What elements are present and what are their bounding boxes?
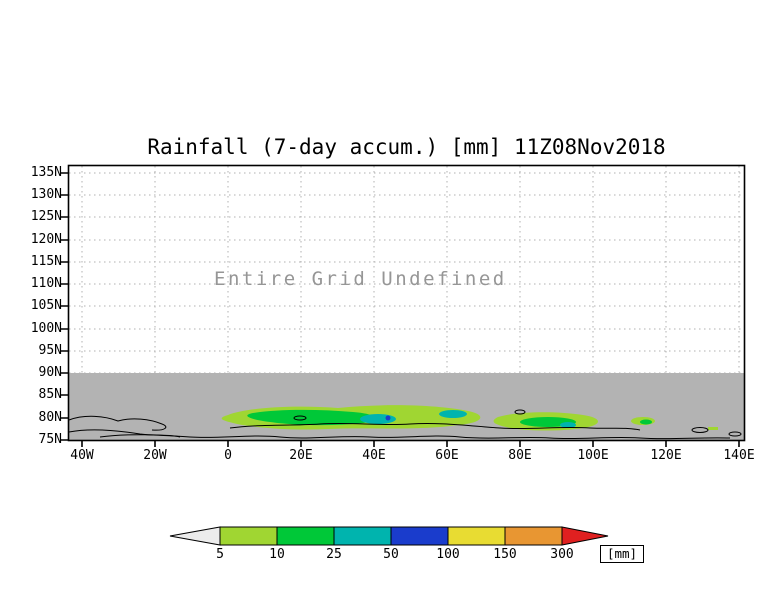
coastline-island [293, 415, 307, 421]
colorbar-level-label: 25 [326, 547, 342, 562]
coastline-island [728, 431, 742, 437]
undefined-grid-annotation: Entire Grid Undefined [214, 268, 507, 290]
x-tick-label: 0 [224, 448, 232, 463]
y-tick-label: 130N [30, 187, 62, 202]
y-tick-label: 85N [38, 387, 62, 402]
colorbar-unit-label: [mm] [600, 545, 644, 563]
x-tick-label: 20W [143, 448, 167, 463]
y-tick-label: 125N [30, 209, 62, 224]
colorbar-level-label: 5 [216, 547, 224, 562]
y-tick-label: 100N [30, 321, 62, 336]
y-tick-label: 110N [30, 276, 62, 291]
x-tick-label: 40E [362, 448, 386, 463]
y-tick-label: 105N [30, 298, 62, 313]
coastlines [68, 409, 742, 440]
y-tick-label: 80N [38, 410, 62, 425]
colorbar [169, 526, 609, 546]
x-tick-label: 120E [650, 448, 682, 463]
y-tick-label: 95N [38, 343, 62, 358]
y-tick-label: 135N [30, 165, 62, 180]
x-tick-label: 60E [435, 448, 459, 463]
colorbar-level-label: 150 [493, 547, 517, 562]
plot-frame [67, 164, 746, 442]
coastline-island [691, 427, 709, 433]
x-tick-label: 40W [70, 448, 94, 463]
y-tick-label: 120N [30, 232, 62, 247]
x-tick-label: 100E [577, 448, 609, 463]
colorbar-level-label: 50 [383, 547, 399, 562]
colorbar-segment [333, 526, 392, 546]
x-tick-label: 80E [508, 448, 532, 463]
y-tick-label: 75N [38, 432, 62, 447]
x-tick-label: 20E [289, 448, 313, 463]
coastline-path [68, 415, 167, 431]
axis-ticks [61, 172, 740, 447]
rain-patch [708, 427, 718, 430]
colorbar-segment [390, 526, 449, 546]
y-tick-label: 90N [38, 365, 62, 380]
colorbar-segment [276, 526, 335, 546]
rain-patch [560, 422, 576, 428]
colorbar-segment [504, 526, 563, 546]
x-tick-label: 140E [723, 448, 755, 463]
colorbar-right-arrow [561, 526, 609, 546]
colorbar-level-label: 100 [436, 547, 460, 562]
rain-patch [385, 415, 391, 421]
colorbar-level-label: 10 [269, 547, 285, 562]
y-tick-label: 115N [30, 254, 62, 269]
colorbar-segment [219, 526, 278, 546]
colorbar-level-label: 300 [550, 547, 574, 562]
coastline-path [99, 434, 731, 440]
colorbar-segment [447, 526, 506, 546]
rain-patch [360, 414, 396, 424]
rain-patch [640, 419, 652, 425]
rain-patch [247, 409, 376, 426]
plot-title: Rainfall (7-day accum.) [mm] 11Z08Nov201… [147, 135, 666, 159]
coastline-island [514, 409, 526, 415]
coastline-path [229, 422, 641, 431]
rain-patch [439, 410, 467, 418]
colorbar-left-arrow [169, 526, 221, 546]
